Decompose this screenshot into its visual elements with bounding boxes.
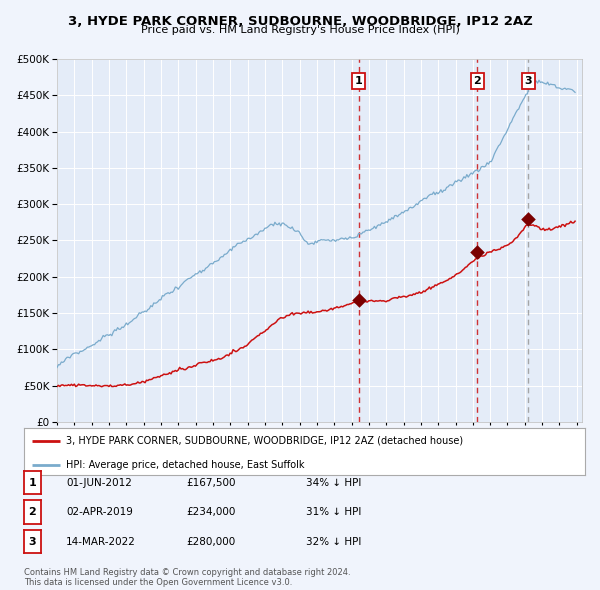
- Text: £234,000: £234,000: [186, 507, 235, 517]
- Text: 3: 3: [29, 537, 36, 546]
- Text: 01-JUN-2012: 01-JUN-2012: [66, 478, 132, 487]
- Text: 3, HYDE PARK CORNER, SUDBOURNE, WOODBRIDGE, IP12 2AZ (detached house): 3, HYDE PARK CORNER, SUDBOURNE, WOODBRID…: [66, 436, 463, 446]
- Text: HPI: Average price, detached house, East Suffolk: HPI: Average price, detached house, East…: [66, 460, 305, 470]
- Text: 14-MAR-2022: 14-MAR-2022: [66, 537, 136, 546]
- Text: Price paid vs. HM Land Registry's House Price Index (HPI): Price paid vs. HM Land Registry's House …: [140, 25, 460, 35]
- Point: [472, 247, 482, 257]
- Text: 1: 1: [29, 478, 36, 487]
- Text: £280,000: £280,000: [186, 537, 235, 546]
- Point: [523, 214, 533, 224]
- Text: 3, HYDE PARK CORNER, SUDBOURNE, WOODBRIDGE, IP12 2AZ: 3, HYDE PARK CORNER, SUDBOURNE, WOODBRID…: [68, 15, 532, 28]
- Text: 2: 2: [473, 76, 481, 86]
- Text: £167,500: £167,500: [186, 478, 235, 487]
- Text: Contains HM Land Registry data © Crown copyright and database right 2024.
This d: Contains HM Land Registry data © Crown c…: [24, 568, 350, 587]
- Text: 2: 2: [29, 507, 36, 517]
- Text: 32% ↓ HPI: 32% ↓ HPI: [306, 537, 361, 546]
- Text: 34% ↓ HPI: 34% ↓ HPI: [306, 478, 361, 487]
- Text: 1: 1: [355, 76, 363, 86]
- Text: 02-APR-2019: 02-APR-2019: [66, 507, 133, 517]
- Text: 31% ↓ HPI: 31% ↓ HPI: [306, 507, 361, 517]
- Point: [354, 296, 364, 305]
- Text: 3: 3: [524, 76, 532, 86]
